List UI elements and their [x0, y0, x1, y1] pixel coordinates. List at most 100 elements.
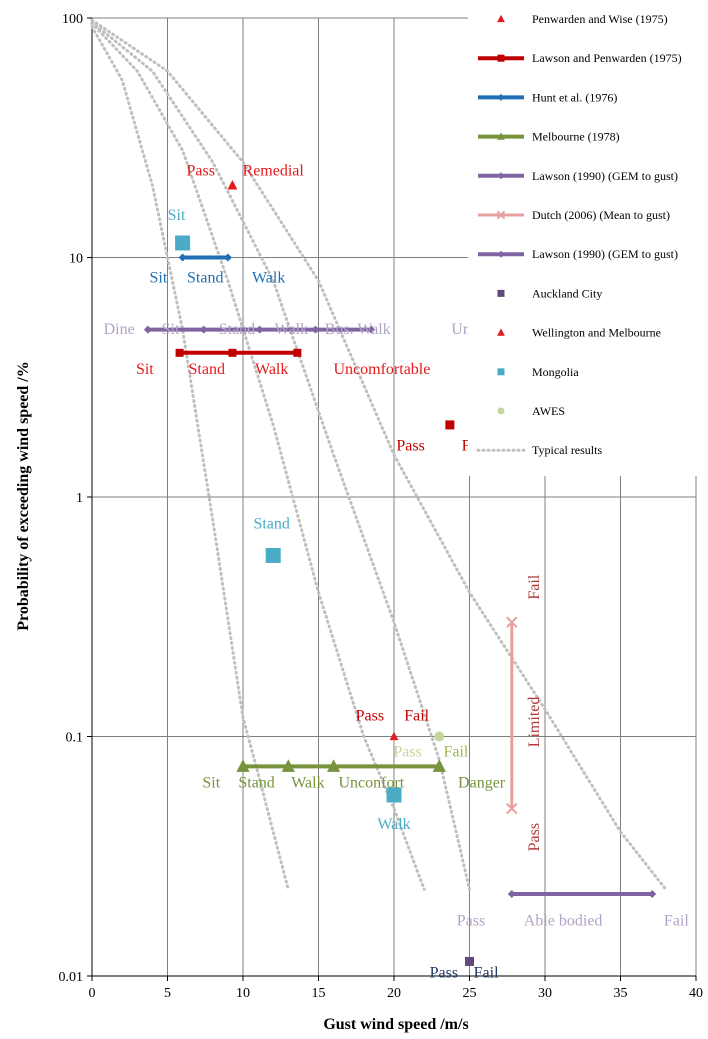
- annotation-label: Stand: [187, 270, 223, 287]
- annotation-label: Pass: [393, 744, 421, 761]
- legend-swatch-marker: [497, 407, 505, 415]
- legend-item: Typical results: [476, 443, 602, 457]
- series-0: [227, 180, 238, 190]
- legend-label: Lawson and Penwarden (1975): [532, 51, 682, 65]
- annotation-label: Stand: [253, 516, 289, 533]
- data-point: [506, 616, 518, 628]
- data-point: [175, 348, 184, 357]
- legend-swatch-marker: [497, 93, 505, 101]
- annotation-label: Fail: [404, 707, 429, 724]
- legend-swatch-marker: [497, 289, 505, 297]
- annotation-label: Fail: [526, 574, 543, 599]
- data-point: [236, 759, 250, 772]
- typical-result-curve: [90, 25, 290, 891]
- annotation-label: Pass: [186, 162, 214, 179]
- legend-item: Penwarden and Wise (1975): [497, 12, 668, 26]
- x-tick-label: 20: [387, 986, 401, 1001]
- data-point: [255, 325, 264, 334]
- data-point: [389, 731, 399, 741]
- typical-result-curves: [90, 18, 668, 891]
- annotation-label: Bus. Walk: [325, 321, 391, 338]
- series-4: [143, 325, 376, 334]
- annotation-label: Fail: [474, 964, 499, 981]
- annotation-label: Danger: [458, 774, 506, 791]
- legend-item: Lawson and Penwarden (1975): [478, 51, 682, 65]
- data-point: [367, 325, 376, 334]
- legend-item: Lawson (1990) (GEM to gust): [478, 169, 678, 183]
- legend-swatch-marker: [497, 172, 505, 180]
- legend-item: AWES: [497, 404, 565, 418]
- series-layer: [143, 180, 657, 966]
- annotation-label: Walk: [252, 270, 285, 287]
- annotation-label: Sit: [168, 207, 186, 224]
- annotation-label: Fail: [443, 744, 468, 761]
- annotation-label: Sit: [136, 361, 154, 378]
- annotation-label: Walk: [291, 774, 324, 791]
- data-point: [507, 889, 516, 898]
- legend-item: Hunt et al. (1976): [478, 90, 617, 104]
- annotation-label: Uncomfortable: [333, 361, 430, 378]
- data-point: [223, 253, 232, 262]
- annotation-label: Stand: [189, 361, 225, 378]
- legend-swatch-marker: [497, 250, 505, 258]
- data-point: [445, 420, 455, 430]
- y-tick-label: 0.01: [59, 970, 84, 985]
- legend: Penwarden and Wise (1975) Lawson and Penw…: [468, 0, 708, 476]
- legend-item: Lawson (1990) (GEM to gust): [478, 247, 678, 261]
- legend-label: Auckland City: [532, 286, 602, 300]
- legend-label: Typical results: [532, 443, 602, 457]
- data-point: [434, 731, 445, 742]
- data-point: [175, 235, 191, 251]
- data-point: [143, 325, 152, 334]
- x-tick-label: 5: [164, 986, 171, 1001]
- annotation-label: Pass: [430, 964, 458, 981]
- x-tick-label: 40: [689, 986, 703, 1001]
- series-2: [178, 253, 232, 262]
- legend-item: Auckland City: [497, 286, 602, 300]
- legend-label: Melbourne (1978): [532, 130, 620, 144]
- data-point: [227, 180, 238, 190]
- series-11: [434, 731, 445, 742]
- legend-label: AWES: [532, 404, 565, 418]
- data-point: [228, 348, 237, 357]
- annotation-label: Fail: [664, 912, 689, 929]
- annotation-label: Pass: [457, 912, 485, 929]
- y-tick-label: 0.1: [66, 731, 84, 746]
- y-tick-label: 1: [76, 491, 83, 506]
- annotation-label: Stand: [238, 774, 274, 791]
- data-point: [178, 253, 187, 262]
- x-tick-label: 0: [89, 986, 96, 1001]
- x-tick-label: 30: [538, 986, 552, 1001]
- legend-label: Lawson (1990) (GEM to gust): [532, 247, 678, 261]
- annotation-label: Dine: [104, 321, 135, 338]
- legend-label: Lawson (1990) (GEM to gust): [532, 169, 678, 183]
- series-8: [389, 731, 399, 741]
- legend-item: Dutch (2006) (Mean to gust): [478, 208, 670, 222]
- annotation-label: Walk: [255, 361, 288, 378]
- annotation-label: Sit: [162, 321, 180, 338]
- annotation-label: Unconfort: [338, 774, 404, 791]
- data-point: [199, 325, 208, 334]
- annotation-label: Walk: [377, 816, 410, 833]
- y-axis-title: Probability of exceeding wind speed /%: [15, 361, 32, 631]
- x-tick-label: 15: [312, 986, 326, 1001]
- legend-label: Mongolia: [532, 365, 579, 379]
- legend-item: Mongolia: [497, 365, 579, 379]
- data-point: [281, 759, 295, 772]
- legend-swatch-marker: [497, 328, 505, 336]
- legend-label: Wellington and Melbourne: [532, 326, 661, 340]
- data-point: [311, 325, 320, 334]
- legend-item: Melbourne (1978): [478, 130, 620, 144]
- annotation-label: Pass: [526, 823, 543, 851]
- data-point: [327, 759, 341, 772]
- legend-label: Dutch (2006) (Mean to gust): [532, 208, 670, 222]
- annotation-label: Pass: [396, 438, 424, 455]
- y-tick-label: 10: [69, 252, 83, 267]
- legend-background: [468, 0, 708, 476]
- series-7: [465, 956, 474, 966]
- series-10: [445, 420, 455, 430]
- data-point: [648, 889, 657, 898]
- annotation-label: Walk: [275, 321, 308, 338]
- data-point: [265, 547, 281, 563]
- x-axis-title: Gust wind speed /m/s: [323, 1016, 468, 1033]
